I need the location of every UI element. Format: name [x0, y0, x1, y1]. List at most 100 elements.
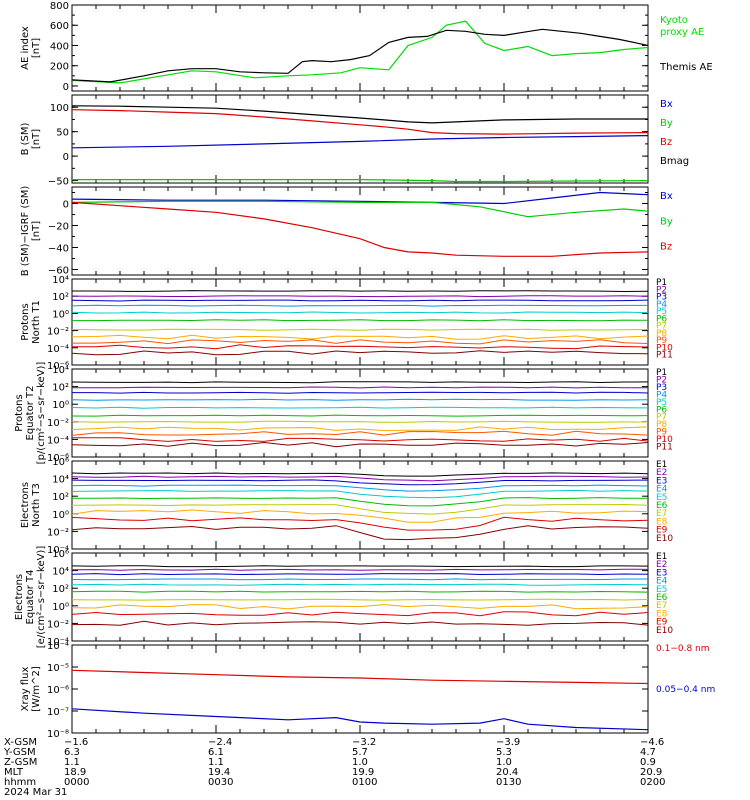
y-tick-label: 600	[50, 21, 69, 32]
legend-bx: Bx	[660, 191, 673, 202]
y-tick-label: 10⁻²	[47, 527, 69, 538]
axis-row-value: 0130	[496, 777, 521, 788]
axis-row-value: 0000	[64, 777, 89, 788]
y-tick-label: 10⁻⁴	[47, 545, 69, 556]
flux-line-e10	[71, 620, 649, 626]
legend-e1: E1	[656, 552, 667, 562]
y-tick-label: 10⁻²	[47, 418, 69, 429]
flux-line-p6	[72, 319, 649, 322]
legend-0-1-0-8-nm: 0.1−0.8 nm	[656, 644, 710, 654]
y-tick-label: 10⁰	[52, 602, 69, 613]
y-axis-label: [nT]	[31, 38, 42, 58]
axis-row-value: 1.1	[64, 757, 80, 768]
y-axis-label: [e/(cm²−s−sr−keV)]	[36, 546, 47, 649]
axis-row-value: −4.6	[640, 737, 664, 748]
legend-kyoto: Kyoto	[660, 15, 688, 26]
legend-p9: P9	[656, 428, 667, 438]
legend-p6: P6	[656, 405, 667, 415]
flux-line-p9	[72, 339, 649, 345]
y-axis-label: Protons	[20, 303, 31, 340]
y-tick-label: 0	[63, 152, 69, 163]
series-by	[71, 200, 649, 218]
y-tick-label: 10⁰	[52, 510, 69, 521]
flux-line-e9	[71, 516, 649, 531]
legend-e6: E6	[656, 501, 668, 511]
legend-e2: E2	[656, 468, 667, 478]
y-axis-label: Equator T4	[25, 570, 36, 625]
panel-frame	[71, 4, 649, 92]
axis-row-value: −3.2	[352, 737, 376, 748]
flux-line-e10	[71, 525, 649, 541]
y-tick-label: 10⁻⁶	[47, 361, 69, 372]
y-axis-label: North T3	[31, 483, 42, 527]
flux-line-p1	[71, 381, 649, 384]
flux-line-p2	[71, 386, 648, 389]
axis-row-value: 0030	[208, 777, 233, 788]
y-axis-label: Equator T2	[25, 386, 36, 441]
legend-p11: P11	[656, 351, 673, 361]
y-tick-label: 10⁶	[52, 549, 69, 560]
flux-line-e9	[71, 611, 649, 617]
series-themis-ae	[71, 28, 649, 83]
y-tick-label: 50	[56, 128, 69, 139]
series-bz	[71, 201, 649, 257]
flux-line-e4	[71, 484, 649, 492]
flux-line-e3	[71, 479, 649, 486]
y-tick-label: 10²	[52, 292, 69, 303]
y-tick-label: 10⁰	[52, 309, 69, 320]
y-axis-label: Xray flux	[20, 667, 31, 712]
legend-e2: E2	[656, 560, 667, 570]
axis-row-label-y-gsm: Y-GSM	[3, 747, 36, 758]
panel-frame	[71, 94, 649, 184]
series-bz	[71, 109, 649, 135]
y-tick-label: 10⁰	[52, 400, 69, 411]
legend-p5: P5	[656, 398, 667, 408]
legend-bz: Bz	[660, 137, 672, 148]
y-tick-label: 10⁴	[52, 365, 69, 376]
flux-line-e7	[71, 503, 649, 515]
legend-p6: P6	[656, 314, 667, 324]
legend-p8: P8	[656, 329, 667, 339]
legend-p2: P2	[656, 285, 667, 295]
y-axis-label: Protons	[14, 394, 25, 431]
legend-p11: P11	[656, 443, 673, 453]
flux-line-e8	[71, 509, 649, 523]
legend-e8: E8	[656, 609, 668, 619]
y-tick-label: 10⁻⁷	[47, 707, 69, 718]
flux-line-p3	[72, 391, 649, 394]
legend-e10: E10	[656, 534, 673, 544]
y-tick-label: 10⁴	[52, 475, 69, 486]
panel-frame	[71, 644, 649, 734]
legend-p5: P5	[656, 307, 667, 317]
y-axis-label: [nT]	[31, 129, 42, 149]
axis-row-value: 0100	[352, 777, 377, 788]
legend-e9: E9	[656, 526, 668, 536]
axis-row-value: 5.7	[352, 747, 368, 758]
legend-p9: P9	[656, 336, 667, 346]
flux-line-p5	[71, 406, 649, 409]
flux-line-e8	[71, 604, 649, 610]
axis-row-label-x-gsm: X-GSM	[4, 737, 37, 748]
flux-line-p4	[71, 304, 648, 307]
series-bmag	[71, 105, 648, 124]
y-axis-label: B (SM)−IGRF (SM)	[20, 186, 31, 277]
y-axis-label: North T1	[31, 300, 42, 344]
y-tick-label: 10⁶	[52, 457, 69, 468]
flux-line-p8	[71, 426, 649, 432]
legend-bz: Bz	[660, 242, 672, 253]
flux-line-e4	[71, 578, 648, 581]
axis-row-value: 0.9	[640, 757, 656, 768]
flux-line-p11	[71, 441, 649, 448]
legend-e5: E5	[656, 585, 667, 595]
y-tick-label: −50	[48, 177, 69, 188]
y-tick-label: −60	[48, 266, 69, 277]
y-tick-label: 400	[50, 41, 69, 52]
legend-e4: E4	[656, 485, 668, 495]
y-axis-label: B (SM)	[20, 122, 31, 155]
flux-line-p10	[72, 437, 649, 442]
y-axis-label: AE index	[20, 26, 31, 70]
axis-row-value: −2.4	[208, 737, 232, 748]
legend-p1: P1	[656, 278, 667, 288]
legend-p10: P10	[656, 343, 673, 353]
